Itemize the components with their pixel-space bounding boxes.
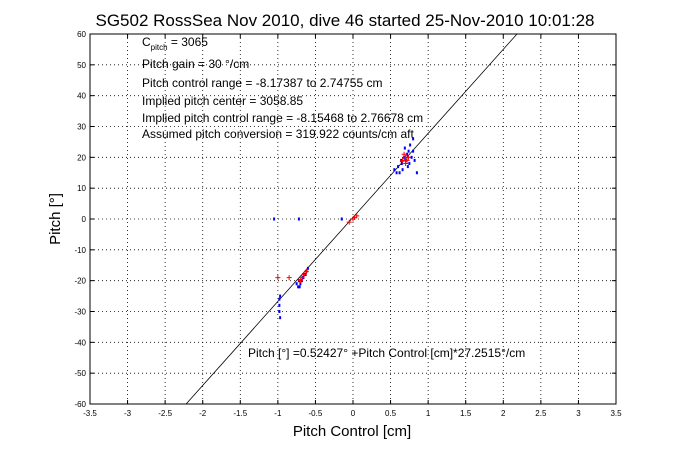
chart-title: SG502 RossSea Nov 2010, dive 46 started … [96,11,595,30]
data-point-blue [406,152,409,156]
annot-pitch-gain: Pitch gain = 30 °/cm [142,57,249,71]
data-point-blue [393,168,396,172]
data-point-blue [401,168,404,172]
data-point-red [286,275,292,281]
data-point-blue [395,171,398,175]
data-point-blue [410,155,413,159]
data-point-blue [279,294,282,298]
data-point-blue [415,171,418,175]
x-tick-label: -0.5 [309,409,323,418]
y-tick-label: -40 [74,338,86,347]
annot-c-pitch-sub: pitch [151,43,168,52]
y-tick-label: 50 [77,61,86,70]
data-point-red [275,275,281,281]
data-point-blue [398,171,401,175]
annot-c-pitch-value: = 3065 [168,35,209,49]
data-point-blue [412,149,415,153]
x-tick-label: 3 [576,409,581,418]
y-tick-label: 20 [77,153,86,162]
data-point-blue [406,165,409,169]
x-tick-label: 2.5 [535,409,547,418]
annotations: Cpitch = 3065 Pitch gain = 30 °/cm Pitch… [142,35,423,141]
x-tick-label: -1.5 [233,409,247,418]
x-tick-label: -3.5 [83,409,97,418]
data-point-blue [297,285,300,289]
data-point-blue [412,137,415,141]
y-tick-label: -50 [74,369,86,378]
y-tick-label: 0 [82,215,87,224]
annot-control-range: Pitch control range = -8.17387 to 2.7475… [142,76,383,90]
ticks: -3.5 -3 -2.5 -2 -1.5 -1 -0.5 0 0.5 1 1.5 2 2.5 3 3.5 -6… [74,30,622,418]
data-point-blue [403,146,406,150]
data-point-blue [278,303,281,307]
x-tick-label: 3.5 [610,409,622,418]
data-point-blue [306,266,309,270]
y-tick-label: 60 [77,30,86,39]
y-tick-label: 40 [77,92,86,101]
data-point-blue [298,285,301,289]
y-tick-label: -60 [74,400,86,409]
data-points [273,137,418,320]
data-point-blue [340,217,343,221]
annot-implied-center: Implied pitch center = 3058.85 [142,94,303,108]
data-point-red [299,275,305,281]
y-tick-label: -30 [74,308,86,317]
x-tick-label: 0.5 [385,409,397,418]
x-tick-label: 2 [501,409,506,418]
x-tick-label: 1.5 [460,409,472,418]
y-tick-label: 10 [77,184,86,193]
annot-c-pitch: Cpitch = 3065 [142,35,208,52]
data-point-red [406,154,412,160]
data-point-red [301,272,307,277]
data-point-blue [409,143,412,147]
data-point-red [404,157,410,163]
x-tick-label: 1 [426,409,431,418]
annot-c-pitch-main: C [142,35,151,49]
y-tick-label: -20 [74,277,86,286]
x-tick-label: -3 [124,409,132,418]
x-tick-label: 0 [351,409,356,418]
data-point-blue [297,217,300,221]
data-point-blue [273,217,276,221]
data-point-red [297,278,303,284]
y-axis-label: Pitch [°] [47,193,64,245]
data-point-blue [397,165,400,169]
annot-implied-range: Implied pitch control range = -8.15468 t… [142,111,423,125]
data-point-blue [400,162,403,165]
data-point-blue [408,162,411,165]
data-point-red [403,161,409,166]
annot-conversion: Assumed pitch conversion = 319.922 count… [142,127,414,141]
x-axis-label: Pitch Control [cm] [293,423,411,440]
x-tick-label: -1 [274,409,282,418]
data-point-blue [407,149,410,153]
y-tick-label: 30 [77,123,86,132]
data-point-blue [299,282,302,286]
data-point-blue [295,282,298,286]
data-point-red [346,219,352,225]
data-point-red [303,268,309,274]
data-point-blue [279,316,282,320]
x-tick-label: -2 [199,409,207,418]
data-point-red [401,151,407,157]
data-point-blue [278,297,281,301]
x-tick-label: -2.5 [158,409,172,418]
data-point-red [352,214,358,220]
data-point-blue [413,158,416,162]
y-tick-label: -10 [74,246,86,255]
data-point-blue [278,310,281,313]
data-point-red [400,157,406,163]
annot-fit-equation: Pitch [°] =0.52427° +Pitch Control [cm]*… [248,346,525,360]
